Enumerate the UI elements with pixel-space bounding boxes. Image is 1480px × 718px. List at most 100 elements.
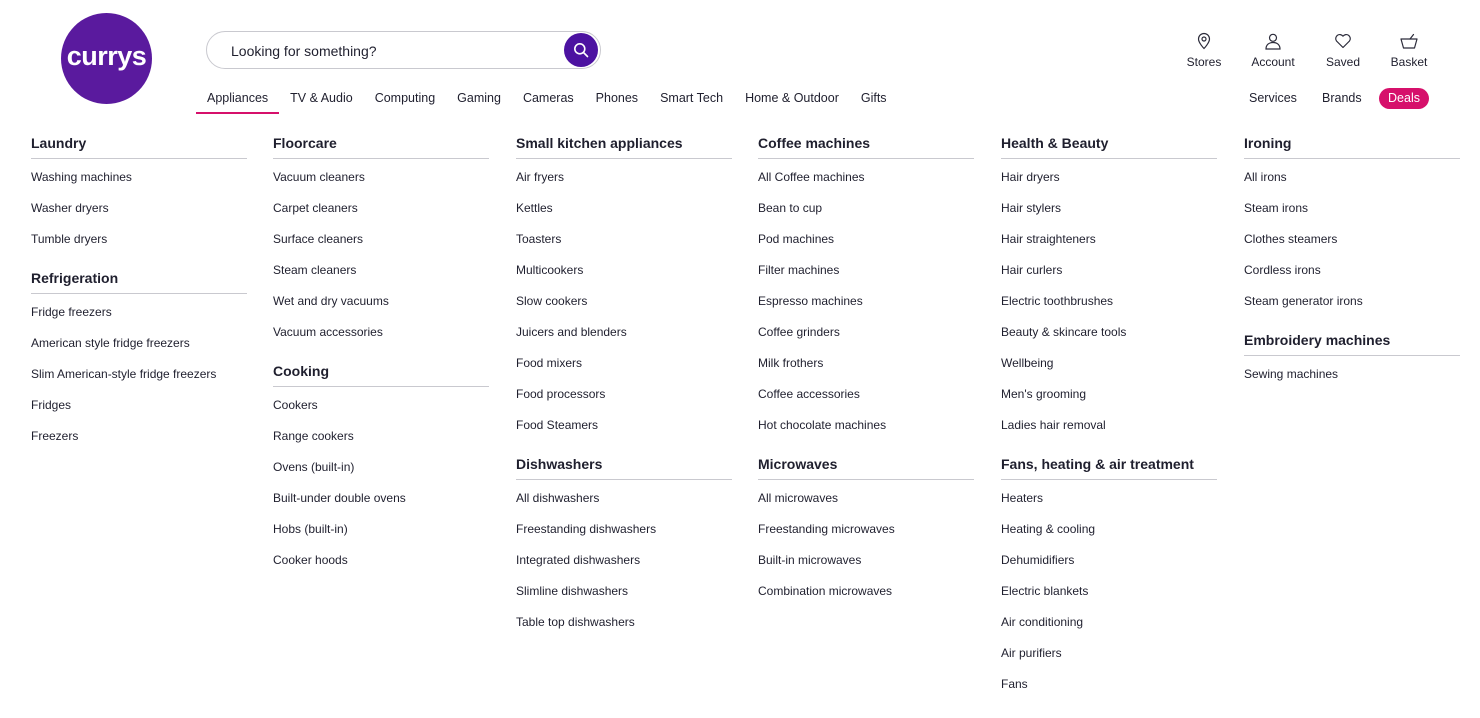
stores-link[interactable]: Stores — [1169, 32, 1239, 69]
menu-link[interactable]: Coffee grinders — [758, 325, 840, 339]
nav-home-outdoor[interactable]: Home & Outdoor — [745, 91, 839, 105]
menu-heading[interactable]: Dishwashers — [516, 456, 732, 480]
menu-link[interactable]: Air conditioning — [1001, 615, 1084, 629]
menu-link[interactable]: Men's grooming — [1001, 387, 1086, 401]
menu-link[interactable]: Hot chocolate machines — [758, 418, 887, 432]
menu-link[interactable]: Beauty & skincare tools — [1001, 325, 1127, 339]
menu-link[interactable]: Steam irons — [1244, 201, 1309, 215]
menu-link[interactable]: Sewing machines — [1244, 367, 1339, 381]
menu-link[interactable]: Freestanding dishwashers — [516, 522, 657, 536]
nav-brands[interactable]: Brands — [1322, 91, 1362, 105]
menu-link[interactable]: Hair straighteners — [1001, 232, 1096, 246]
menu-link[interactable]: Milk frothers — [758, 356, 824, 370]
menu-link[interactable]: American style fridge freezers — [31, 336, 190, 350]
menu-link[interactable]: Integrated dishwashers — [516, 553, 641, 567]
menu-link[interactable]: Wet and dry vacuums — [273, 294, 389, 308]
menu-heading[interactable]: Coffee machines — [758, 135, 974, 159]
nav-services[interactable]: Services — [1249, 91, 1297, 105]
menu-link[interactable]: Coffee accessories — [758, 387, 860, 401]
basket-link[interactable]: Basket — [1374, 32, 1444, 69]
deals-button[interactable]: Deals — [1379, 88, 1429, 109]
menu-link[interactable]: Air fryers — [516, 170, 564, 184]
nav-tv-audio[interactable]: TV & Audio — [290, 91, 353, 105]
menu-link[interactable]: Cookers — [273, 398, 318, 412]
nav-computing[interactable]: Computing — [374, 91, 436, 105]
menu-heading[interactable]: Health & Beauty — [1001, 135, 1217, 159]
menu-link[interactable]: Vacuum accessories — [273, 325, 383, 339]
menu-link[interactable]: Cordless irons — [1244, 263, 1321, 277]
menu-link[interactable]: All irons — [1244, 170, 1287, 184]
menu-link[interactable]: Multicookers — [516, 263, 584, 277]
menu-link[interactable]: Freestanding microwaves — [758, 522, 895, 536]
menu-heading[interactable]: Microwaves — [758, 456, 974, 480]
menu-link[interactable]: Air purifiers — [1001, 646, 1062, 660]
menu-link[interactable]: Electric blankets — [1001, 584, 1089, 598]
menu-heading[interactable]: Ironing — [1244, 135, 1460, 159]
menu-link[interactable]: Juicers and blenders — [516, 325, 627, 339]
menu-link[interactable]: Ladies hair removal — [1001, 418, 1106, 432]
menu-link[interactable]: All dishwashers — [516, 491, 600, 505]
menu-link[interactable]: Surface cleaners — [273, 232, 364, 246]
menu-link[interactable]: Combination microwaves — [758, 584, 893, 598]
menu-link[interactable]: Slimline dishwashers — [516, 584, 629, 598]
menu-link[interactable]: Built-in microwaves — [758, 553, 862, 567]
menu-link[interactable]: Fridges — [31, 398, 72, 412]
menu-heading[interactable]: Laundry — [31, 135, 247, 159]
menu-link[interactable]: Steam generator irons — [1244, 294, 1363, 308]
nav-smart-tech[interactable]: Smart Tech — [660, 91, 724, 105]
nav-appliances[interactable]: Appliances — [196, 88, 280, 114]
menu-link[interactable]: Dehumidifiers — [1001, 553, 1075, 567]
nav-gaming[interactable]: Gaming — [457, 91, 501, 105]
menu-link[interactable]: Fridge freezers — [31, 305, 112, 319]
nav-phones[interactable]: Phones — [595, 91, 639, 105]
menu-link[interactable]: Cooker hoods — [273, 553, 348, 567]
menu-link[interactable]: Vacuum cleaners — [273, 170, 365, 184]
menu-heading[interactable]: Embroidery machines — [1244, 332, 1460, 356]
menu-link[interactable]: Heaters — [1001, 491, 1044, 505]
menu-link[interactable]: Slim American-style fridge freezers — [31, 367, 217, 381]
menu-link[interactable]: Heating & cooling — [1001, 522, 1096, 536]
menu-link[interactable]: Bean to cup — [758, 201, 823, 215]
menu-link[interactable]: Food processors — [516, 387, 606, 401]
menu-link[interactable]: Wellbeing — [1001, 356, 1054, 370]
menu-link[interactable]: Steam cleaners — [273, 263, 357, 277]
menu-link[interactable]: Washer dryers — [31, 201, 109, 215]
search-button[interactable] — [564, 33, 598, 67]
menu-link[interactable]: Pod machines — [758, 232, 835, 246]
nav-gifts[interactable]: Gifts — [860, 91, 887, 105]
menu-link[interactable]: Food Steamers — [516, 418, 599, 432]
menu-heading[interactable]: Small kitchen appliances — [516, 135, 732, 159]
menu-link[interactable]: Carpet cleaners — [273, 201, 358, 215]
menu-link[interactable]: Clothes steamers — [1244, 232, 1338, 246]
search-input[interactable] — [229, 32, 553, 70]
menu-link[interactable]: All Coffee machines — [758, 170, 865, 184]
menu-link[interactable]: Slow cookers — [516, 294, 588, 308]
menu-link[interactable]: Electric toothbrushes — [1001, 294, 1114, 308]
saved-link[interactable]: Saved — [1308, 32, 1378, 69]
menu-link[interactable]: Espresso machines — [758, 294, 863, 308]
menu-link[interactable]: Fans — [1001, 677, 1028, 691]
menu-link[interactable]: Food mixers — [516, 356, 583, 370]
menu-link[interactable]: Hair stylers — [1001, 201, 1062, 215]
menu-link[interactable]: Built-under double ovens — [273, 491, 406, 505]
menu-link[interactable]: Hobs (built-in) — [273, 522, 348, 536]
menu-link[interactable]: Washing machines — [31, 170, 132, 184]
menu-link[interactable]: Ovens (built-in) — [273, 460, 355, 474]
account-link[interactable]: Account — [1238, 32, 1308, 69]
nav-cameras[interactable]: Cameras — [522, 91, 574, 105]
menu-link[interactable]: Filter machines — [758, 263, 840, 277]
menu-heading[interactable]: Cooking — [273, 363, 489, 387]
currys-logo[interactable]: currys — [61, 13, 152, 104]
menu-link[interactable]: Table top dishwashers — [516, 615, 635, 629]
menu-link[interactable]: Freezers — [31, 429, 79, 443]
menu-link[interactable]: Kettles — [516, 201, 553, 215]
menu-link[interactable]: Hair curlers — [1001, 263, 1063, 277]
menu-heading[interactable]: Fans, heating & air treatment — [1001, 456, 1217, 480]
menu-heading[interactable]: Refrigeration — [31, 270, 247, 294]
menu-link[interactable]: Tumble dryers — [31, 232, 108, 246]
menu-link[interactable]: Hair dryers — [1001, 170, 1060, 184]
menu-link[interactable]: All microwaves — [758, 491, 839, 505]
menu-link[interactable]: Range cookers — [273, 429, 354, 443]
menu-link[interactable]: Toasters — [516, 232, 562, 246]
menu-heading[interactable]: Floorcare — [273, 135, 489, 159]
